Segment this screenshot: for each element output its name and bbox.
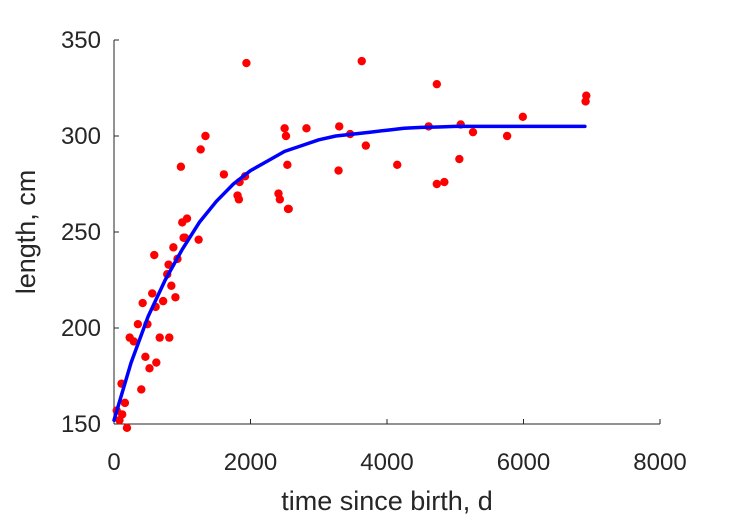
data-point <box>280 124 289 133</box>
data-point <box>468 127 478 137</box>
y-tick-labels: 150 200 250 300 350 <box>61 27 101 438</box>
data-points <box>112 56 591 433</box>
data-point <box>393 160 402 169</box>
data-point <box>440 177 449 187</box>
data-point <box>148 289 157 298</box>
data-point <box>194 235 203 244</box>
data-point <box>155 333 164 342</box>
y-tick-label: 250 <box>61 219 101 246</box>
data-point <box>455 154 464 164</box>
data-point <box>137 385 146 394</box>
y-tick-label: 150 <box>61 411 101 438</box>
fit-curve-group <box>112 124 587 422</box>
data-point <box>357 56 366 66</box>
tick-marks <box>113 39 661 425</box>
data-point <box>281 131 291 141</box>
data-point <box>334 166 343 175</box>
data-point <box>165 333 174 342</box>
data-point <box>120 398 130 408</box>
data-point <box>196 145 205 154</box>
data-point <box>152 358 161 367</box>
data-point <box>158 296 168 306</box>
data-point <box>582 91 591 100</box>
data-point <box>201 131 210 141</box>
data-point <box>302 124 311 133</box>
data-point <box>133 319 143 329</box>
x-tick-label: 6000 <box>497 449 550 476</box>
data-point <box>432 179 442 189</box>
x-tick-label: 2000 <box>224 449 277 476</box>
data-point <box>234 195 244 204</box>
x-tick-label: 8000 <box>633 449 686 476</box>
data-point <box>283 160 292 169</box>
data-point <box>171 293 180 302</box>
data-point <box>167 281 176 290</box>
data-point <box>129 337 138 346</box>
data-point <box>284 204 293 214</box>
data-point <box>138 298 147 308</box>
data-point <box>518 112 528 122</box>
data-point <box>432 79 442 89</box>
y-axis-title: length, cm <box>11 170 41 295</box>
data-point <box>141 352 150 361</box>
data-point <box>176 162 186 171</box>
data-point <box>182 214 192 223</box>
y-tick-label: 200 <box>61 315 101 342</box>
x-tick-label: 0 <box>107 449 120 476</box>
data-point <box>145 364 154 373</box>
data-point <box>242 58 251 68</box>
data-point <box>117 410 127 419</box>
data-point <box>150 250 159 260</box>
y-tick-label: 350 <box>61 27 101 54</box>
data-point <box>169 243 178 252</box>
x-tick-labels: 0 2000 4000 6000 8000 <box>107 449 686 476</box>
y-tick-label: 300 <box>61 123 101 150</box>
data-point <box>122 423 132 433</box>
x-tick-label: 4000 <box>360 449 413 476</box>
x-axis-title: time since birth, d <box>281 486 493 516</box>
axes <box>113 40 660 425</box>
data-point <box>219 170 229 179</box>
fit-curve <box>112 124 587 422</box>
data-point <box>335 122 344 131</box>
data-point <box>361 141 371 150</box>
data-point <box>275 195 285 204</box>
data-point <box>502 131 512 141</box>
